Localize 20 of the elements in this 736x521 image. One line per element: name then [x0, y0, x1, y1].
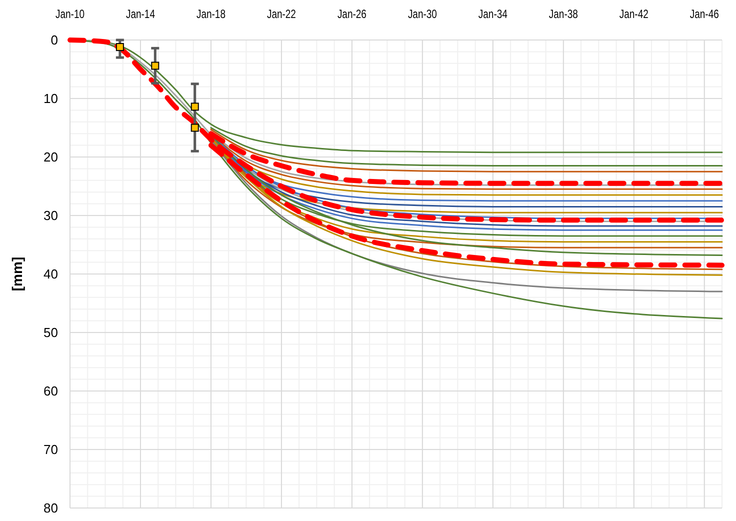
y-tick-label: 30 [44, 208, 58, 224]
x-tick-label: Jan-30 [408, 7, 445, 21]
y-tick-label: 10 [44, 91, 58, 106]
x-tick-label: Jan-14 [126, 7, 163, 21]
y-tick-label: 20 [44, 150, 58, 165]
x-tick-label: Jan-34 [478, 7, 516, 21]
y-tick-label: 80 [44, 500, 58, 516]
y-tick-label: 60 [44, 384, 58, 399]
x-tick-label: Jan-26 [337, 7, 374, 21]
y-tick-label: 40 [44, 266, 58, 282]
y-tick-label: 0 [50, 32, 58, 48]
x-tick-label: Jan-18 [196, 7, 234, 21]
x-tick-label: Jan-22 [266, 7, 304, 21]
y-tick-label: 70 [44, 442, 58, 458]
x-tick-label: Jan-10 [56, 7, 92, 21]
y-axis-title: [mm] [9, 256, 25, 292]
x-tick-label: Jan-42 [619, 7, 656, 21]
x-tick-label: Jan-46 [690, 7, 727, 21]
y-tick-label: 50 [44, 325, 58, 340]
x-tick-label: Jan-38 [548, 7, 586, 21]
